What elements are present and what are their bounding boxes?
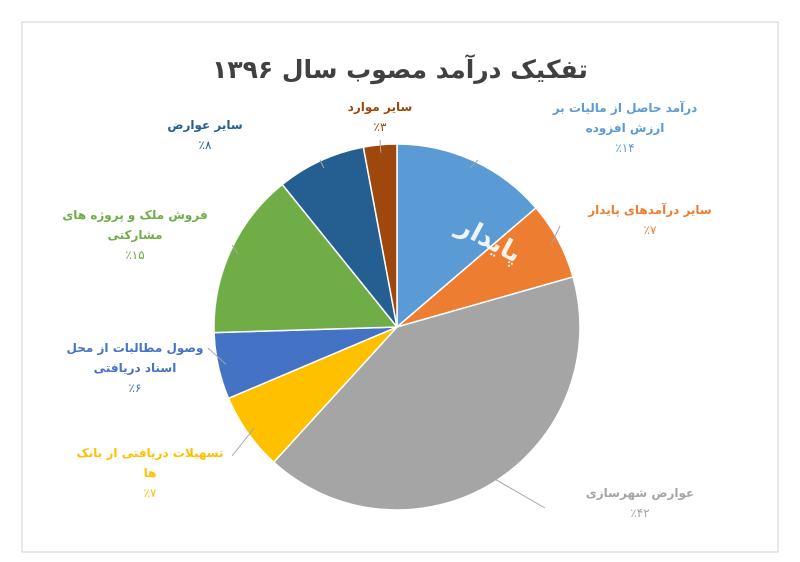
leader-line xyxy=(231,244,239,255)
slice-label: سایر عوارض ٪۸ xyxy=(150,115,260,155)
category-label: سایر عوارض xyxy=(167,118,243,132)
chart-frame xyxy=(21,21,779,553)
value-label: ٪۳ xyxy=(373,120,387,134)
leader-line xyxy=(488,475,546,509)
value-label: ٪۴۲ xyxy=(630,506,650,520)
leader-line xyxy=(379,139,382,153)
category-label: تسهیلات دریافتی از بانک ها xyxy=(76,446,224,480)
category-label: وصول مطالبات از محل اسناد دریافتی xyxy=(66,341,204,375)
leader-line xyxy=(207,347,227,365)
leader-line xyxy=(469,159,479,169)
leader-line xyxy=(231,427,255,457)
value-label: ٪۱۴ xyxy=(615,141,635,155)
value-label: ٪۷ xyxy=(643,223,657,237)
value-label: ٪۱۵ xyxy=(125,248,145,262)
slice-label: فروش ملک و پروژه های مشارکتی ٪۱۵ xyxy=(60,205,210,265)
slice-label: درآمد حاصل از مالیات بر ارزش افزوده ٪۱۴ xyxy=(540,98,710,158)
slice-label: عوارض شهرسازی ٪۴۲ xyxy=(585,483,695,523)
value-label: ٪۸ xyxy=(198,138,212,152)
category-label: فروش ملک و پروژه های مشارکتی xyxy=(62,208,208,242)
leader-line xyxy=(319,159,325,169)
value-label: ٪۷ xyxy=(143,486,157,500)
value-label: ٪۶ xyxy=(128,381,142,395)
category-label: عوارض شهرسازی xyxy=(585,486,695,500)
slice-label: سایر درآمدهای پایدار ٪۷ xyxy=(585,200,715,240)
category-label: سایر درآمدهای پایدار xyxy=(588,203,712,217)
pie-slice xyxy=(213,183,399,334)
leader-line xyxy=(550,225,561,245)
pie-slice xyxy=(396,143,538,329)
pie-slice xyxy=(272,275,581,511)
category-label: سایر موارد xyxy=(347,100,413,114)
slice-label: تسهیلات دریافتی از بانک ها ٪۷ xyxy=(70,443,230,503)
slice-label: سایر موارد ٪۳ xyxy=(345,97,415,137)
chart-title: تفکیک درآمد مصوب سال ۱۳۹۶ xyxy=(212,55,588,84)
slice-label: وصول مطالبات از محل اسناد دریافتی ٪۶ xyxy=(60,338,210,398)
category-label: درآمد حاصل از مالیات بر ارزش افزوده xyxy=(552,101,698,135)
